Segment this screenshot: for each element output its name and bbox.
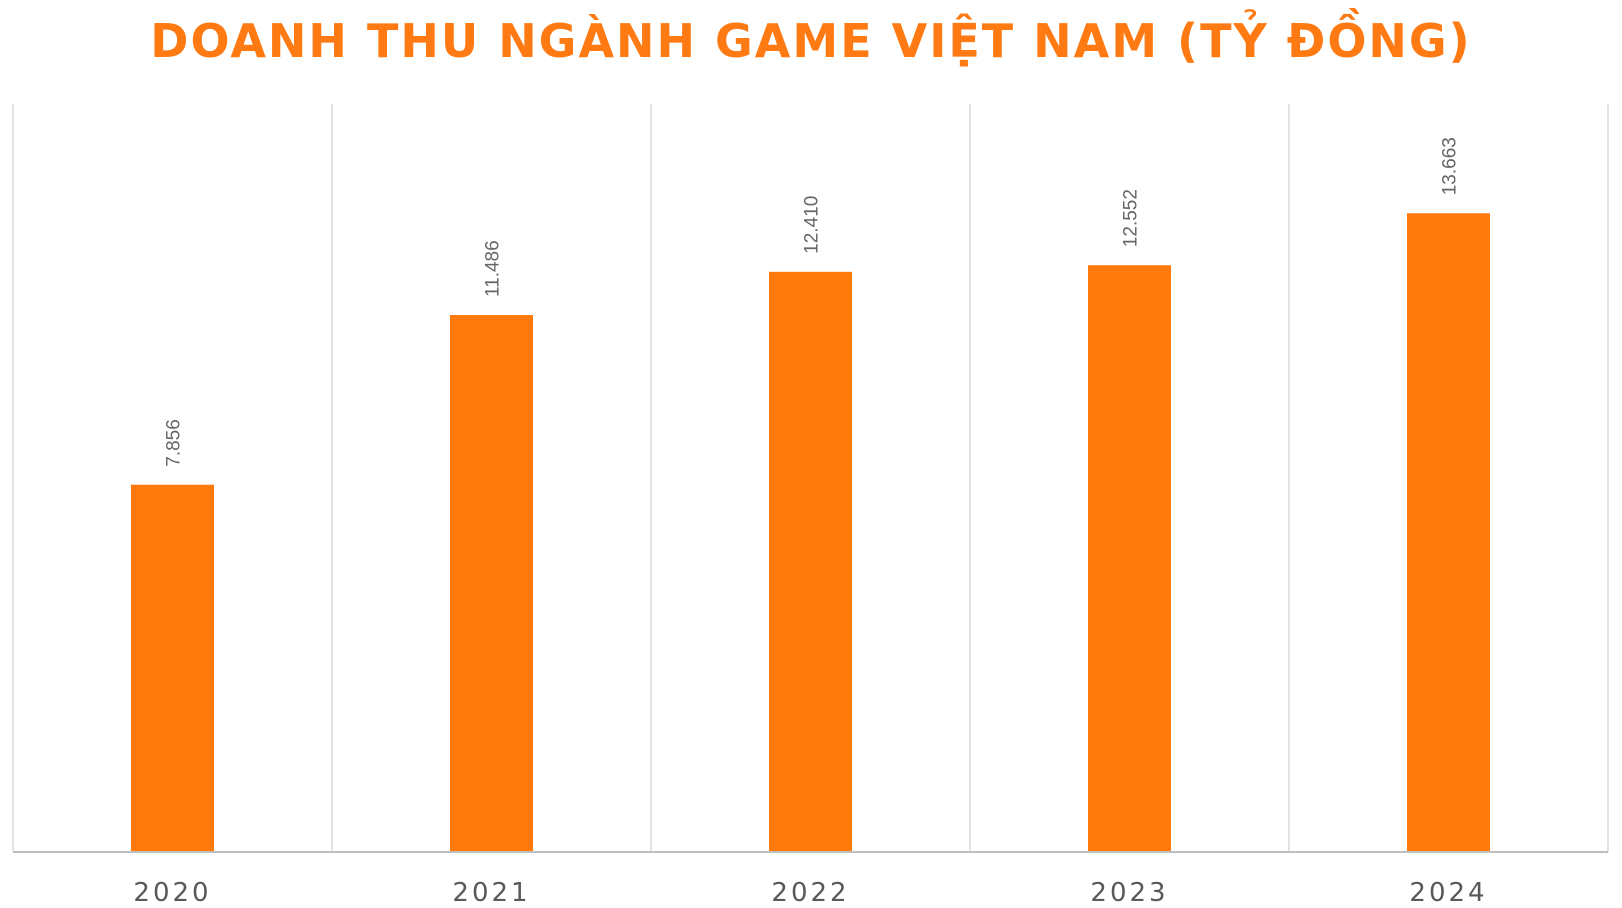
bar-2024 bbox=[1407, 213, 1490, 852]
bar-2021 bbox=[450, 315, 533, 852]
x-tick-2020: 2020 bbox=[133, 878, 211, 908]
data-label-2023: 12.552 bbox=[1121, 189, 1142, 247]
data-label-2021: 11.486 bbox=[483, 240, 504, 297]
bar-2020 bbox=[131, 484, 214, 852]
bar-2023 bbox=[1088, 265, 1171, 853]
grid-lines bbox=[12, 104, 1609, 852]
x-tick-2022: 2022 bbox=[771, 878, 849, 908]
data-label-2022: 12.410 bbox=[802, 196, 823, 254]
data-label-2020: 7.856 bbox=[164, 419, 185, 467]
data-labels: 7.856 11.486 12.410 12.552 13.663 bbox=[164, 137, 1461, 467]
x-axis-ticks: 2020 2021 2022 2023 2024 bbox=[133, 878, 1487, 908]
bars bbox=[131, 213, 1490, 853]
x-tick-2024: 2024 bbox=[1409, 878, 1487, 908]
x-tick-2021: 2021 bbox=[452, 878, 530, 908]
chart-title: DOANH THU NGÀNH GAME VIỆT NAM (TỶ ĐỒNG) bbox=[150, 14, 1472, 68]
x-tick-2023: 2023 bbox=[1090, 878, 1168, 908]
data-label-2024: 13.663 bbox=[1440, 137, 1461, 195]
bar-2022 bbox=[769, 271, 852, 852]
